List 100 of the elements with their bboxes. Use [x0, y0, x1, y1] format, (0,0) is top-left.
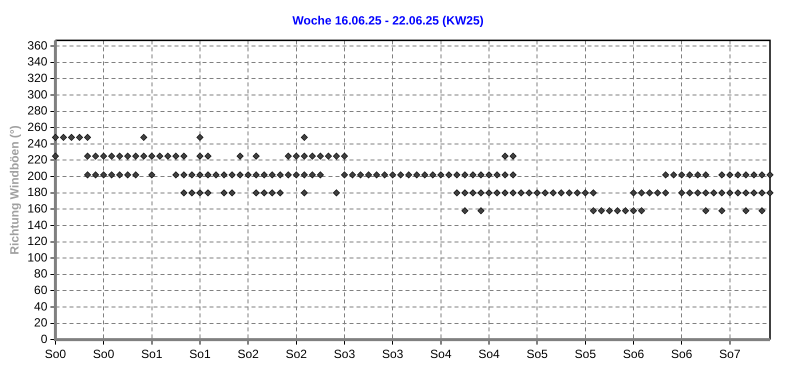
point: [284, 152, 292, 160]
point: [332, 152, 340, 160]
point: [132, 152, 140, 160]
point: [461, 189, 468, 196]
x-tick-label: So1: [141, 347, 163, 362]
point: [510, 152, 517, 160]
point: [742, 207, 750, 214]
point: [766, 189, 774, 196]
chart-title: Woche 16.06.25 - 22.06.25 (KW25): [292, 14, 484, 28]
point: [758, 207, 766, 214]
point: [84, 152, 92, 160]
y-tick-label: 40: [34, 299, 48, 314]
point: [204, 189, 212, 196]
x-tick-label: So2: [237, 347, 260, 362]
point: [502, 152, 509, 160]
y-tick-label: 360: [27, 38, 48, 52]
x-tick-label: So5: [574, 347, 596, 362]
point: [477, 207, 484, 214]
point: [469, 189, 476, 196]
point: [638, 189, 646, 196]
point: [116, 152, 124, 160]
point: [694, 189, 702, 196]
point: [92, 152, 100, 160]
point: [196, 152, 204, 160]
point: [494, 189, 501, 196]
x-tick-label: So3: [334, 347, 356, 362]
x-tick-label: So1: [189, 347, 211, 362]
point: [542, 189, 549, 196]
point: [140, 134, 148, 141]
point: [308, 152, 316, 160]
y-tick-label: 60: [34, 282, 48, 297]
point: [534, 189, 541, 196]
point: [702, 189, 710, 196]
point: [758, 189, 766, 196]
x-tick-label: So6: [622, 347, 645, 362]
point: [606, 207, 613, 214]
point: [52, 152, 59, 160]
point: [60, 134, 67, 141]
point: [252, 189, 260, 196]
point: [662, 189, 670, 196]
y-tick-label: 0: [40, 332, 48, 346]
x-tick-label: So0: [44, 347, 66, 362]
point: [718, 189, 726, 196]
point: [502, 189, 509, 196]
point: [140, 152, 148, 160]
y-tick-label: 100: [27, 250, 48, 264]
point: [124, 152, 132, 160]
point: [485, 189, 492, 196]
point: [678, 189, 686, 196]
point: [526, 189, 533, 196]
point: [453, 189, 460, 196]
point: [300, 189, 308, 196]
point: [156, 152, 164, 160]
y-tick-label: 200: [27, 168, 48, 183]
point: [574, 189, 581, 196]
point: [566, 189, 573, 196]
point: [461, 207, 468, 214]
point: [68, 134, 75, 141]
point: [260, 189, 268, 196]
y-tick-label: 180: [27, 185, 48, 200]
point: [324, 152, 332, 160]
point: [300, 134, 308, 141]
x-tick-label: So5: [526, 347, 548, 362]
x-tick-label: So4: [430, 347, 452, 362]
point: [300, 152, 308, 160]
y-tick-label: 280: [27, 104, 48, 118]
y-tick-label: 80: [34, 266, 48, 281]
point: [316, 152, 324, 160]
point: [180, 152, 188, 160]
point: [558, 189, 565, 196]
point: [518, 189, 525, 196]
y-tick-label: 340: [27, 54, 48, 69]
point: [172, 152, 180, 160]
point: [340, 152, 348, 160]
y-tick-label: 260: [27, 120, 48, 134]
point: [188, 189, 196, 196]
point: [196, 189, 204, 196]
point: [742, 189, 750, 196]
point: [477, 189, 484, 196]
point: [52, 134, 59, 141]
point: [100, 152, 108, 160]
y-tick-label: 300: [27, 87, 48, 102]
point: [654, 189, 662, 196]
x-tick-label: So6: [671, 347, 693, 362]
point: [718, 207, 726, 214]
point: [108, 152, 116, 160]
point: [750, 189, 758, 196]
y-tick-label: 220: [27, 152, 48, 167]
point: [252, 152, 260, 160]
point: [734, 189, 742, 196]
point: [332, 189, 340, 196]
point: [76, 134, 84, 141]
x-tick-label: So3: [382, 347, 404, 362]
point: [686, 189, 694, 196]
point: [638, 207, 646, 214]
point: [196, 134, 204, 141]
y-tick-label: 320: [27, 71, 48, 86]
point: [726, 189, 734, 196]
point: [84, 134, 92, 141]
point: [292, 152, 300, 160]
